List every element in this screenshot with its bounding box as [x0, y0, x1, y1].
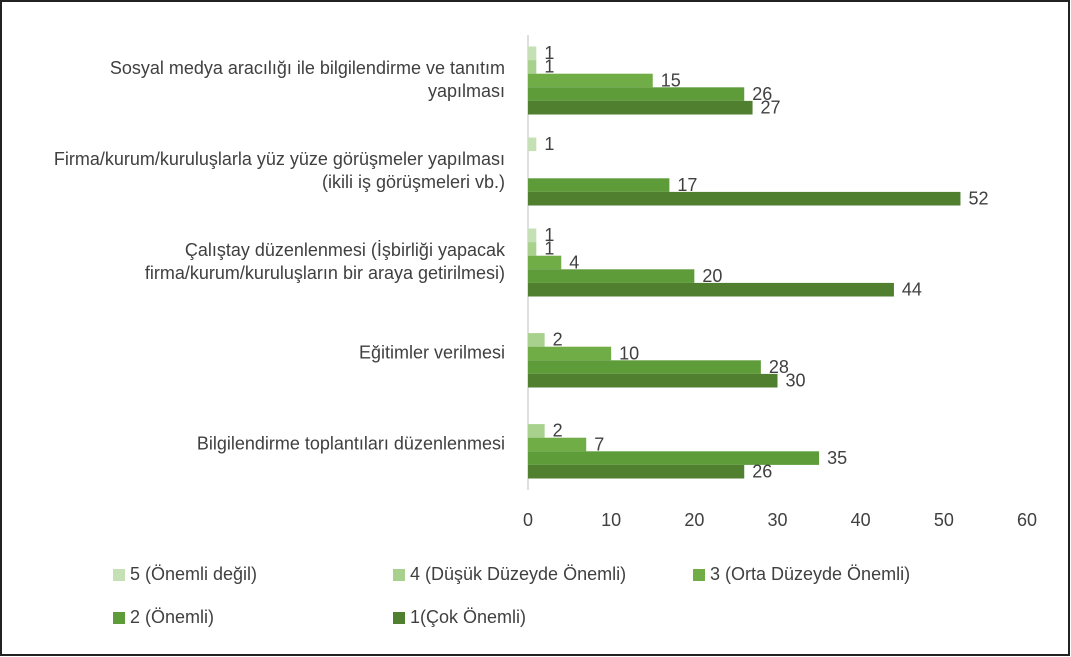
data-label: 1	[544, 239, 554, 259]
legend-swatch	[393, 612, 405, 624]
x-tick-label: 30	[767, 510, 787, 530]
legend-swatch	[393, 569, 405, 581]
data-label: 2	[553, 421, 563, 441]
y-tick-label: Bilgilendirme toplantıları düzenlenmesi	[197, 433, 505, 453]
data-label: 1	[544, 225, 554, 245]
x-tick-label: 20	[684, 510, 704, 530]
x-tick-label: 40	[851, 510, 871, 530]
y-tick-label: Firma/kurum/kuruluşlarla yüz yüze görüşm…	[54, 149, 505, 192]
data-label: 35	[827, 448, 847, 468]
data-label: 15	[661, 70, 681, 90]
data-label: 20	[702, 266, 722, 286]
x-tick-label: 10	[601, 510, 621, 530]
legend-label: 3 (Orta Düzeyde Önemli)	[710, 564, 910, 584]
bar	[528, 228, 537, 243]
data-label: 10	[619, 343, 639, 363]
bar	[528, 269, 695, 283]
bar	[528, 346, 612, 361]
legend-label: 1(Çok Önemli)	[410, 607, 526, 627]
data-label: 7	[594, 434, 604, 454]
data-label: 1	[544, 57, 554, 77]
data-label: 52	[968, 188, 988, 208]
data-label: 26	[752, 84, 772, 104]
bar	[528, 451, 820, 465]
y-tick-label: Çalıştay düzenlenmesi (İşbirliği yapacak…	[145, 240, 506, 283]
legend-label: 5 (Önemli değil)	[130, 564, 257, 584]
bar	[528, 437, 587, 452]
bar	[528, 282, 894, 297]
bar	[528, 242, 537, 256]
x-tick-label: 60	[1017, 510, 1037, 530]
legend-swatch	[113, 569, 125, 581]
y-tick-label: Eğitimler verilmesi	[359, 342, 505, 362]
data-label: 1	[544, 134, 554, 154]
legend-label: 4 (Düşük Düzeyde Önemli)	[410, 564, 626, 584]
bar	[528, 60, 537, 74]
bar	[528, 360, 761, 374]
legend-swatch	[693, 569, 705, 581]
bar	[528, 100, 753, 115]
bar	[528, 87, 745, 101]
data-label: 17	[677, 175, 697, 195]
y-tick-label: Sosyal medya aracılığı ile bilgilendirme…	[110, 58, 505, 101]
bar	[528, 464, 745, 479]
data-label: 2	[553, 330, 563, 350]
bar	[528, 73, 653, 88]
bar	[528, 255, 562, 270]
bar	[528, 373, 778, 388]
data-label: 30	[786, 370, 806, 390]
data-label: 26	[752, 461, 772, 481]
data-label: 44	[902, 279, 922, 299]
bar	[528, 333, 545, 347]
bar	[528, 178, 670, 192]
data-label: 27	[761, 97, 781, 117]
legend-swatch	[113, 612, 125, 624]
bar	[528, 424, 545, 438]
x-tick-label: 50	[934, 510, 954, 530]
bar	[528, 191, 961, 206]
legend-label: 2 (Önemli)	[130, 607, 214, 627]
data-label: 4	[569, 252, 579, 272]
data-label: 1	[544, 43, 554, 63]
data-label: 28	[769, 357, 789, 377]
x-tick-label: 0	[523, 510, 533, 530]
bar	[528, 137, 537, 152]
bar	[528, 46, 537, 61]
